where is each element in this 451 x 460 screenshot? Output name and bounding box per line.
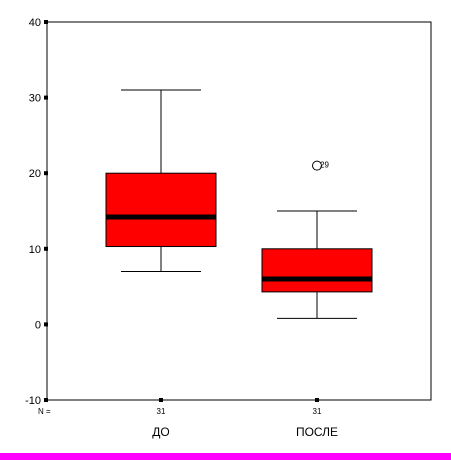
box-iqr: [105, 172, 217, 248]
y-tick-label: 20: [29, 168, 41, 180]
category-label: ДО: [152, 425, 169, 439]
category-label: ПОСЛЕ: [296, 425, 338, 439]
boxes: 29: [105, 89, 373, 319]
y-tick-label: 40: [29, 17, 41, 29]
plot-frame: [46, 21, 432, 401]
y-tick-label: 0: [35, 319, 41, 331]
box-iqr: [261, 248, 373, 293]
y-tick: [44, 322, 48, 327]
y-tick-label: 30: [29, 93, 41, 105]
outlier-label: 29: [320, 161, 329, 170]
y-tick: [44, 398, 48, 402]
n-count-label: 31: [157, 407, 166, 416]
axes: -10 0 10 20 30 40: [25, 17, 432, 407]
n-count-label: 31: [313, 407, 322, 416]
y-tick: [44, 95, 48, 100]
y-tick: [44, 20, 48, 24]
y-tick-label: -10: [25, 395, 41, 407]
outlier-point: [312, 160, 322, 171]
bottom-magenta-bar: [0, 453, 451, 460]
y-tick: [44, 246, 48, 251]
labels: N = 31 ДО 31 ПОСЛЕ: [38, 407, 338, 439]
x-tick: [159, 398, 163, 402]
n-prefix-label: N =: [38, 407, 51, 416]
x-tick: [315, 398, 319, 402]
y-tick: [44, 171, 48, 176]
y-tick-label: 10: [29, 244, 41, 256]
